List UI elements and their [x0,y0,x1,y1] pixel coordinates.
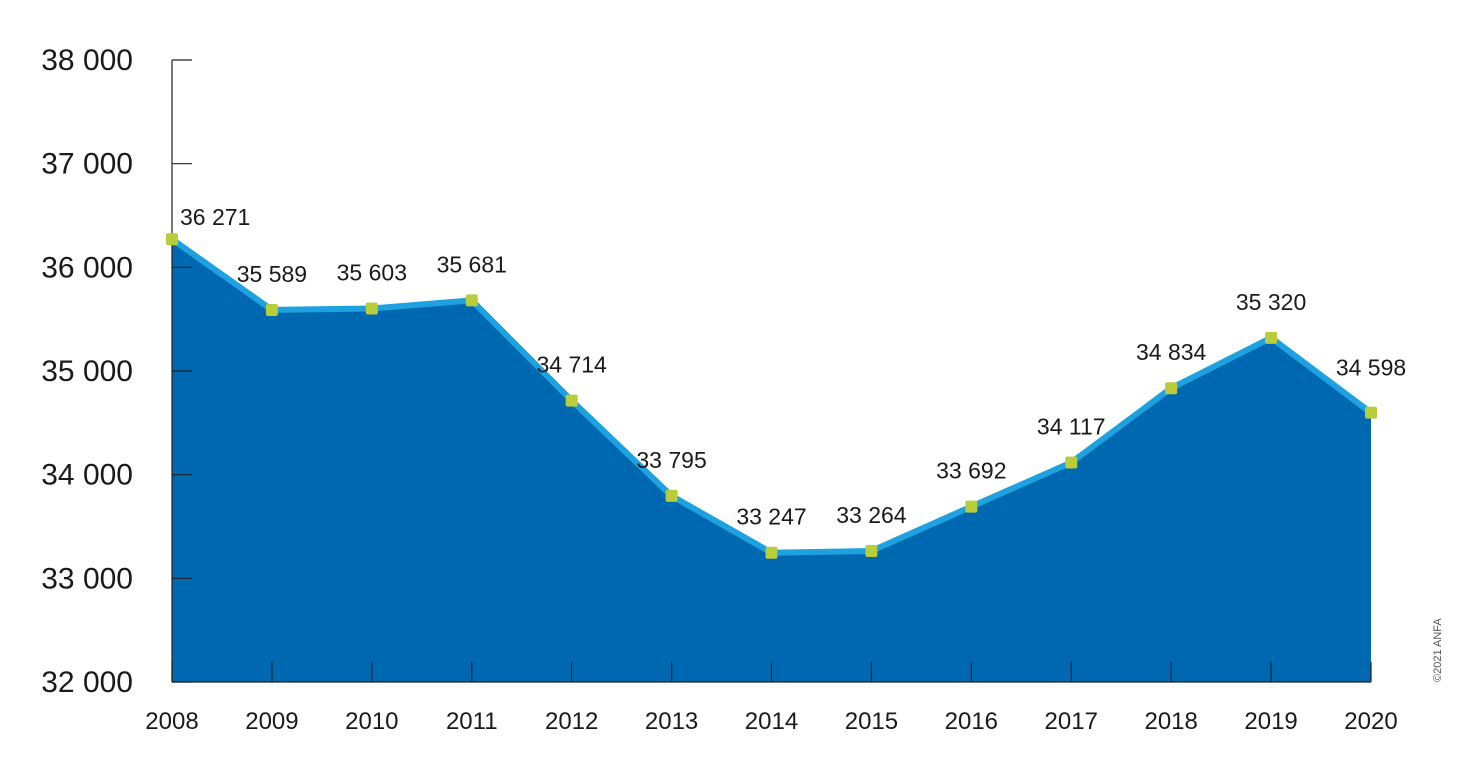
label-layer: 36 271 35 589 35 603 35 681 34 714 33 795 33 2… [180,204,1406,529]
area-layer [172,239,1371,682]
data-label: 33 795 [636,447,706,473]
x-tick-label: 2018 [1144,708,1197,735]
x-tick-label: 2019 [1244,708,1297,735]
data-point-marker [1165,382,1178,395]
x-tick-label: 2012 [545,708,598,735]
data-point-marker [1065,456,1078,469]
x-tick-label: 2013 [645,708,698,735]
x-tick-label: 2020 [1344,708,1397,735]
x-tick-label: 2017 [1045,708,1098,735]
data-label: 34 714 [536,352,607,378]
data-point-marker [166,233,178,246]
data-label: 35 681 [437,251,507,277]
data-label: 33 264 [836,502,907,528]
x-tick-label: 2008 [145,708,198,735]
axis-layer: 32 000 33 000 34 000 35 000 36 000 37 000 38 0… [41,44,1397,735]
data-label: 34 598 [1336,355,1406,381]
x-tick-label: 2014 [745,708,798,735]
x-tick-label: 2016 [945,708,998,735]
y-tick-label: 33 000 [41,562,133,595]
data-label: 33 247 [736,504,806,530]
data-label: 33 692 [936,458,1006,484]
data-label: 35 320 [1236,289,1306,315]
area-fill [172,239,1371,682]
data-point-marker [565,394,578,407]
data-label: 35 603 [337,259,407,285]
x-tick-label: 2011 [446,708,498,735]
x-tick-label: 2009 [245,708,298,735]
data-point-marker [865,544,878,557]
data-label: 34 834 [1136,339,1207,365]
data-point-marker [1365,406,1377,419]
x-tick-label: 2010 [345,708,398,735]
data-label: 35 589 [237,261,307,287]
y-tick-label: 37 000 [41,148,133,181]
y-tick-label: 32 000 [41,666,133,699]
y-tick-label: 38 000 [41,44,133,77]
data-label: 36 271 [180,204,250,230]
data-point-marker [965,500,978,513]
copyright-credit: ©2021 ANFA [1432,618,1444,682]
y-tick-label: 35 000 [41,355,133,388]
data-point-marker [365,302,378,315]
data-point-marker [665,489,678,502]
y-tick-label: 36 000 [41,251,133,284]
marker-layer [166,233,1377,559]
data-point-marker [265,303,278,316]
data-point-marker [1265,331,1278,344]
x-tick-label: 2015 [845,708,898,735]
data-label: 34 117 [1037,414,1106,440]
y-tick-label: 34 000 [41,459,133,492]
data-point-marker [465,294,478,307]
data-point-marker [765,546,778,559]
